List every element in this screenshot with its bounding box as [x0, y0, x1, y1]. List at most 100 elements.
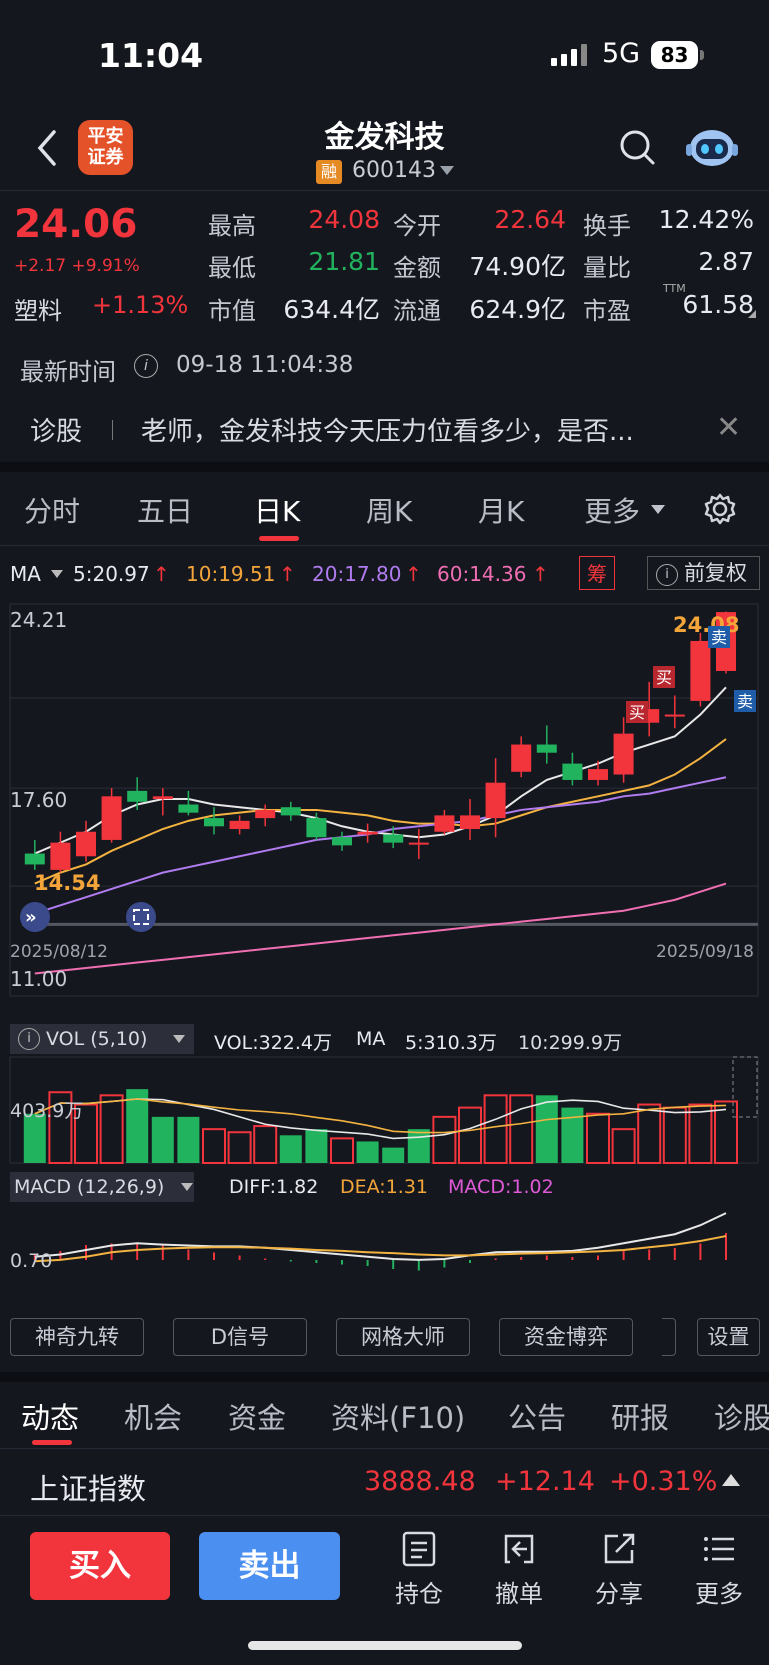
vol-value: VOL:322.4万	[214, 1032, 332, 1054]
tool-d-signal-button[interactable]: D信号	[173, 1318, 307, 1356]
candle-body	[255, 809, 276, 819]
volume-bar	[151, 1116, 174, 1163]
candle-body	[24, 853, 45, 865]
volume-chart[interactable]: 403.9万	[0, 1055, 769, 1165]
volume-bar	[202, 1128, 226, 1164]
candle-body	[101, 796, 122, 840]
tab-news[interactable]: 动态	[21, 1401, 80, 1435]
ma60-value: 60:14.36	[437, 562, 527, 586]
vol-label[interactable]: VOL (5,10)	[46, 1028, 148, 1050]
diagnosis-text[interactable]: 老师，金发科技今天压力位看多少，是否...	[141, 417, 634, 447]
sector-name[interactable]: 塑料	[14, 297, 62, 325]
fullscreen-glyph	[133, 909, 149, 925]
tool-grid-master-button[interactable]: 网格大师	[336, 1318, 470, 1356]
candle-body	[664, 714, 685, 717]
close-icon[interactable]: ✕	[716, 410, 742, 445]
volume-bar	[688, 1103, 713, 1164]
kline-chart[interactable]: 24.21 17.60 11.00 24.08 14.54 买 买 卖 卖 » …	[0, 600, 769, 1020]
volume-bar	[509, 1094, 534, 1164]
share-button[interactable]: 分享	[584, 1530, 654, 1609]
tool-nine-turns-button[interactable]: 神奇九转	[10, 1318, 144, 1356]
tab-intraday[interactable]: 分时	[24, 495, 81, 528]
sell-signal-1[interactable]: 卖	[708, 626, 730, 648]
sell-button[interactable]: 卖出	[199, 1532, 340, 1600]
volume-bar	[662, 1106, 687, 1164]
vol-dropdown-icon[interactable]	[173, 1035, 185, 1043]
macd-label[interactable]: MACD (12,26,9)	[14, 1176, 165, 1198]
macd-dropdown-icon[interactable]	[181, 1183, 193, 1191]
tab-funds[interactable]: 资金	[228, 1401, 287, 1435]
stock-code[interactable]: 600143	[352, 158, 436, 183]
tab-opportunity[interactable]: 机会	[124, 1401, 183, 1435]
candle-body	[485, 782, 506, 819]
vol-ma-lines	[34, 1098, 727, 1140]
expand-chart-icon[interactable]	[20, 902, 50, 932]
ma-dropdown-icon[interactable]	[51, 570, 63, 578]
tab-more[interactable]: 更多	[584, 495, 641, 528]
back-arrow-icon[interactable]	[30, 128, 70, 168]
active-tab-indicator	[32, 1440, 72, 1445]
header-divider	[0, 190, 769, 191]
tab-announcements[interactable]: 公告	[508, 1401, 567, 1435]
buy-signal-1[interactable]: 买	[626, 701, 648, 723]
candle-body	[357, 831, 378, 835]
vol-ma5: 5:310.3万	[405, 1032, 497, 1054]
volume-bar	[714, 1100, 738, 1164]
candle-body	[588, 769, 608, 780]
diagnosis-label[interactable]: 诊股	[30, 417, 83, 447]
ma5-value: 5:20.97	[73, 562, 150, 586]
info-icon[interactable]: i	[134, 354, 158, 378]
vol-indicator-selector[interactable]	[10, 1024, 194, 1054]
tab-f10[interactable]: 资料(F10)	[331, 1401, 466, 1435]
broker-logo: 平安 证券	[78, 120, 133, 175]
logo-line-1: 平安	[87, 126, 124, 147]
buy-signal-2[interactable]: 买	[653, 666, 675, 688]
candle-body	[50, 842, 71, 870]
ma10-line	[34, 738, 727, 885]
sell-signal-2[interactable]: 卖	[734, 690, 756, 712]
quote-label: 最低	[208, 254, 256, 282]
volume-bar	[432, 1115, 457, 1164]
stock-name: 金发科技	[324, 120, 445, 155]
more-button[interactable]: 更多	[684, 1530, 754, 1609]
macd-chart[interactable]: 0.70	[0, 1200, 769, 1310]
tab-research[interactable]: 研报	[611, 1401, 670, 1435]
tab-five-day[interactable]: 五日	[137, 495, 194, 528]
more-menu-icon	[704, 1537, 734, 1561]
ma-selector[interactable]: MA	[10, 562, 41, 586]
fullscreen-icon[interactable]	[126, 902, 156, 932]
update-time-label: 最新时间	[20, 358, 116, 386]
macd-indicator-selector[interactable]	[10, 1172, 194, 1202]
holdings-button[interactable]: 持仓	[384, 1530, 454, 1609]
ma20-up-arrow-icon: ↑	[405, 562, 422, 586]
tab-diagnosis[interactable]: 诊股	[714, 1401, 769, 1435]
code-dropdown-icon[interactable]	[440, 166, 454, 175]
candle-body	[229, 820, 250, 830]
tool-settings-button[interactable]: 设置	[697, 1318, 760, 1356]
y-label-top: 24.21	[10, 608, 67, 632]
info-icon[interactable]: i	[18, 1028, 40, 1050]
volume-bar	[356, 1141, 379, 1163]
update-time: 09-18 11:04:38	[176, 352, 354, 378]
tab-daily-k[interactable]: 日K	[254, 495, 301, 528]
tool-fund-game-button[interactable]: 资金博弈	[499, 1318, 633, 1356]
chip-distribution-button[interactable]: 筹	[579, 556, 615, 590]
adjust-mode-button[interactable]: 前复权	[647, 556, 760, 590]
candle-body	[127, 790, 148, 802]
settings-gear-icon[interactable]	[703, 492, 737, 526]
index-name[interactable]: 上证指数	[30, 1472, 147, 1506]
sector-change[interactable]: +1.13%	[92, 291, 189, 319]
margin-badge: 融	[316, 160, 342, 184]
more-dropdown-icon[interactable]	[651, 505, 665, 514]
buy-button[interactable]: 买入	[30, 1532, 170, 1600]
search-icon[interactable]	[618, 128, 658, 168]
candle-body	[76, 831, 96, 857]
robot-assistant-icon[interactable]	[686, 124, 738, 168]
tool-partial-button[interactable]	[662, 1318, 676, 1356]
expand-up-icon[interactable]	[722, 1474, 740, 1486]
cancel-order-button[interactable]: 撤单	[484, 1530, 554, 1609]
quote-label: 市盈	[583, 297, 631, 325]
tab-weekly-k[interactable]: 周K	[366, 495, 413, 528]
tab-monthly-k[interactable]: 月K	[478, 495, 525, 528]
candle-body	[536, 744, 557, 753]
